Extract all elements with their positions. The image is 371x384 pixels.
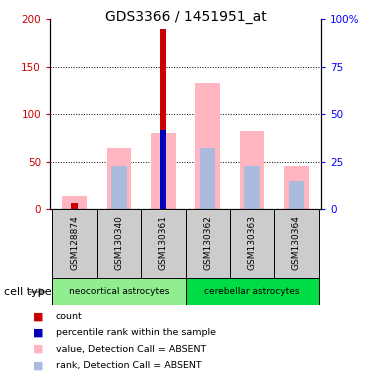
Text: cerebellar astrocytes: cerebellar astrocytes <box>204 287 300 296</box>
Bar <box>284 166 309 209</box>
Bar <box>141 209 186 278</box>
Bar <box>71 203 78 209</box>
Bar <box>52 209 97 278</box>
Text: ■: ■ <box>33 312 44 322</box>
Bar <box>186 209 230 278</box>
Bar <box>200 147 216 209</box>
Text: GSM130364: GSM130364 <box>292 215 301 270</box>
Text: ■: ■ <box>33 344 44 354</box>
Bar <box>274 209 319 278</box>
Text: GSM130362: GSM130362 <box>203 215 212 270</box>
Text: value, Detection Call = ABSENT: value, Detection Call = ABSENT <box>56 344 206 354</box>
Bar <box>160 29 167 209</box>
Text: neocortical astrocytes: neocortical astrocytes <box>69 287 169 296</box>
Text: GSM128874: GSM128874 <box>70 215 79 270</box>
Bar <box>52 278 186 305</box>
Bar <box>240 131 264 209</box>
Text: ■: ■ <box>33 360 44 370</box>
Bar <box>160 131 167 209</box>
Bar <box>62 196 87 209</box>
Bar <box>244 166 260 209</box>
Text: GSM130363: GSM130363 <box>247 215 257 270</box>
Text: count: count <box>56 312 82 321</box>
Bar <box>111 166 127 209</box>
Bar <box>151 133 175 209</box>
Bar <box>230 209 274 278</box>
Text: GSM130340: GSM130340 <box>114 215 124 270</box>
Bar <box>289 181 304 209</box>
Text: ■: ■ <box>33 328 44 338</box>
Text: cell type: cell type <box>4 287 51 297</box>
Bar <box>196 83 220 209</box>
Text: percentile rank within the sample: percentile rank within the sample <box>56 328 216 338</box>
Text: GDS3366 / 1451951_at: GDS3366 / 1451951_at <box>105 10 266 23</box>
Bar <box>107 147 131 209</box>
Bar <box>186 278 319 305</box>
Text: rank, Detection Call = ABSENT: rank, Detection Call = ABSENT <box>56 361 201 370</box>
Bar <box>97 209 141 278</box>
Text: GSM130361: GSM130361 <box>159 215 168 270</box>
